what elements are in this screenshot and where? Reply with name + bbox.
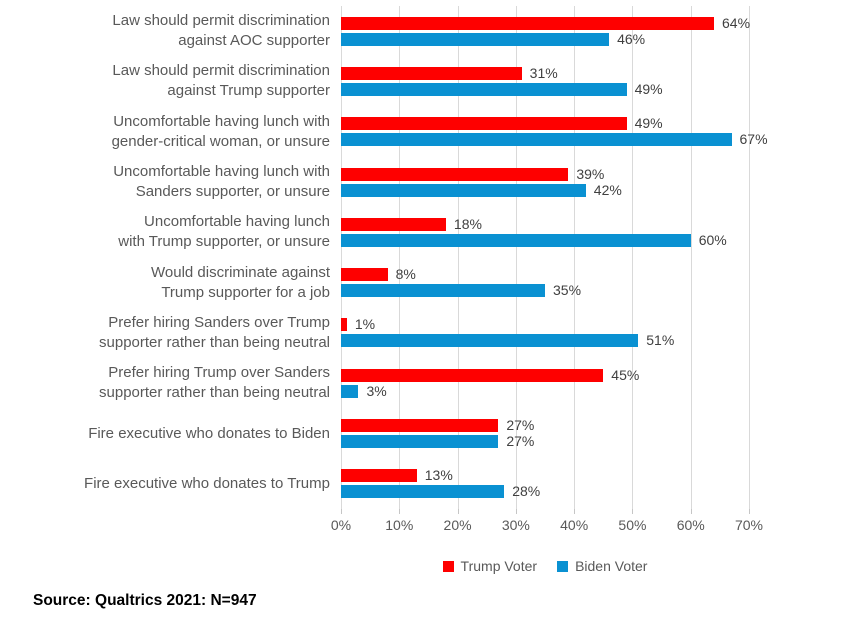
gridline	[457, 6, 459, 509]
gridline	[749, 6, 750, 509]
gridline	[632, 6, 634, 509]
value-label: 13%	[424, 467, 453, 484]
bar-trump-voter	[341, 419, 499, 433]
category-label-text: Uncomfortable having lunch with Trump su…	[118, 213, 330, 251]
x-axis-tick-label: 50%	[618, 517, 647, 533]
x-axis-tick	[341, 509, 342, 514]
category-label: Uncomfortable having lunch with Sanders …	[0, 157, 330, 207]
value-label: 49%	[634, 115, 663, 132]
bar-biden-voter	[341, 334, 639, 348]
gridline	[690, 6, 692, 509]
value-label: 28%	[512, 483, 541, 500]
value-label: 1%	[354, 316, 376, 333]
x-axis-tick	[457, 509, 459, 514]
bar-trump-voter	[341, 167, 569, 181]
x-axis-tick-label: 40%	[560, 517, 589, 533]
bar-trump-voter	[341, 318, 347, 332]
gridline	[515, 6, 517, 509]
x-axis-tick-label: 70%	[734, 517, 764, 533]
x-axis-tick-label: 10%	[385, 517, 414, 533]
bar-biden-voter	[341, 233, 691, 247]
value-label: 27%	[506, 433, 535, 450]
value-label: 49%	[634, 80, 663, 97]
value-label: 35%	[553, 282, 582, 299]
category-label-text: Uncomfortable having lunch with Sanders …	[113, 163, 330, 201]
bar-trump-voter	[341, 268, 388, 282]
x-axis-tick	[515, 509, 517, 514]
legend: Trump Voter Biden Voter	[341, 558, 749, 574]
x-axis-tick	[749, 509, 750, 514]
value-label: 3%	[366, 382, 387, 399]
bar-biden-voter	[341, 284, 545, 298]
value-label: 60%	[698, 231, 727, 248]
legend-item-biden-voter: Biden Voter	[557, 558, 647, 574]
category-label: Uncomfortable having lunch with Trump su…	[0, 207, 330, 257]
x-axis-tick-label: 60%	[676, 517, 705, 533]
category-label: Law should permit discrimination against…	[0, 56, 330, 106]
value-label: 39%	[576, 165, 605, 182]
x-axis-tick-label: 30%	[501, 517, 530, 533]
category-label: Prefer hiring Trump over Sanders support…	[0, 358, 330, 408]
x-axis-tick-label: 20%	[443, 517, 472, 533]
category-label: Law should permit discrimination against…	[0, 6, 330, 56]
category-label: Fire executive who donates to Biden	[0, 408, 330, 458]
value-label: 42%	[593, 181, 622, 198]
value-label: 27%	[506, 417, 535, 434]
value-label: 67%	[739, 131, 768, 148]
x-axis-tick	[399, 509, 401, 514]
bar-trump-voter	[341, 117, 627, 131]
bar-biden-voter	[341, 133, 732, 147]
category-label-text: Fire executive who donates to Biden	[88, 424, 330, 442]
category-label: Prefer hiring Sanders over Trump support…	[0, 308, 330, 358]
bar-biden-voter	[341, 32, 610, 46]
gridline	[574, 6, 576, 509]
value-label: 51%	[646, 332, 675, 349]
gridline	[399, 6, 401, 509]
category-label-text: Fire executive who donates to Trump	[84, 474, 330, 492]
value-label: 64%	[722, 14, 751, 31]
bar-trump-voter	[341, 469, 417, 483]
bar-biden-voter	[341, 82, 627, 96]
bar-trump-voter	[341, 16, 715, 30]
legend-label: Biden Voter	[575, 558, 648, 574]
value-label: 31%	[529, 64, 558, 81]
value-label: 8%	[395, 266, 416, 283]
bar-biden-voter	[341, 435, 499, 449]
bar-trump-voter	[341, 217, 446, 231]
source-note: Source: Qualtrics 2021: N=947	[33, 592, 257, 609]
category-label: Fire executive who donates to Trump	[0, 459, 330, 509]
category-label: Would discriminate against Trump support…	[0, 258, 330, 308]
category-label: Uncomfortable having lunch with gender-c…	[0, 107, 330, 157]
gridline	[341, 6, 342, 509]
category-label-text: Law should permit discrimination against…	[112, 62, 330, 100]
category-label-text: Prefer hiring Trump over Sanders support…	[99, 364, 330, 402]
bar-trump-voter	[341, 368, 604, 382]
category-label-text: Uncomfortable having lunch with gender-c…	[111, 112, 330, 150]
legend-swatch	[557, 560, 569, 572]
category-label-text: Prefer hiring Sanders over Trump support…	[99, 313, 330, 351]
bar-trump-voter	[341, 66, 522, 80]
category-label-text: Would discriminate against Trump support…	[151, 263, 330, 301]
value-label: 18%	[453, 215, 482, 232]
legend-item-trump-voter: Trump Voter	[442, 558, 538, 574]
x-axis-tick-label: 0%	[330, 517, 352, 533]
x-axis-tick	[690, 509, 692, 514]
value-label: 45%	[611, 366, 640, 383]
x-axis-tick	[632, 509, 634, 514]
bar-biden-voter	[341, 183, 586, 197]
bar-biden-voter	[341, 384, 359, 398]
value-label: 46%	[617, 30, 646, 47]
category-label-text: Law should permit discrimination against…	[112, 12, 330, 50]
legend-label: Trump Voter	[460, 558, 538, 574]
legend-swatch	[442, 560, 454, 572]
bar-biden-voter	[341, 485, 505, 499]
x-axis-tick	[574, 509, 576, 514]
